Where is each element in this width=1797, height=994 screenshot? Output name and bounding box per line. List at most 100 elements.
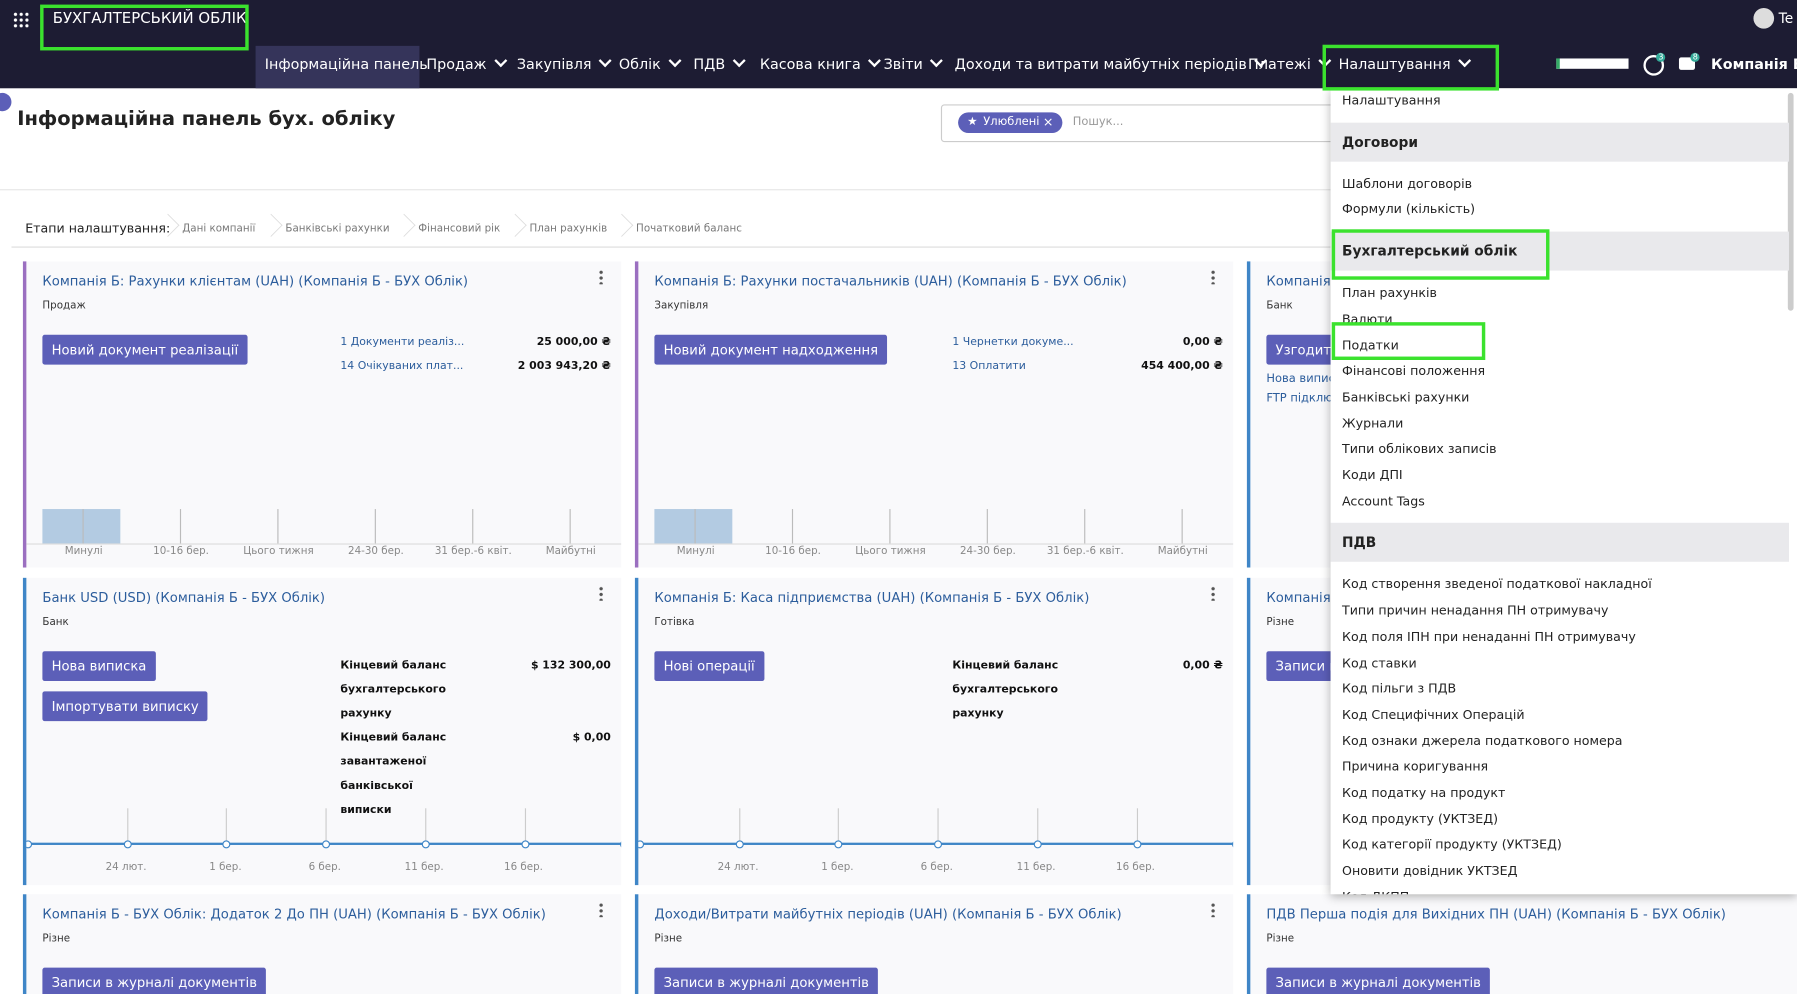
menu-item[interactable]: Звіти bbox=[884, 54, 946, 72]
chart-dot bbox=[222, 840, 231, 849]
menu-item[interactable]: Налаштування bbox=[1339, 54, 1474, 72]
setup-step[interactable]: Дані компанії bbox=[182, 223, 256, 236]
dropdown-item[interactable]: Код продукту (УКТЗЕД) bbox=[1342, 811, 1499, 827]
card-menu[interactable] bbox=[599, 902, 603, 918]
chart-dot bbox=[834, 840, 843, 849]
dropdown-item[interactable]: Формули (кількість) bbox=[1342, 202, 1476, 218]
line-label[interactable]: 1 Документи реаліз... bbox=[340, 335, 465, 349]
chart-dot bbox=[620, 840, 622, 849]
dropdown-item[interactable]: Оновити довідник УКТЗЕД bbox=[1342, 863, 1518, 879]
dropdown-item[interactable]: План рахунків bbox=[1342, 285, 1437, 301]
card-title[interactable]: Компанія Б - БУХ Облік: Додаток 2 До ПН … bbox=[42, 905, 546, 922]
menu-item[interactable]: Облік bbox=[619, 54, 684, 72]
card-note[interactable]: Нова виписка bbox=[1266, 372, 1349, 386]
menu-item[interactable]: Платежі bbox=[1248, 54, 1334, 72]
app-name: БУХГАЛТЕРСЬКИЙ ОБЛІК bbox=[52, 10, 247, 28]
chart-gridline bbox=[325, 808, 327, 844]
setup-step[interactable]: Банківські рахунки bbox=[285, 223, 390, 236]
card-title[interactable]: Доходи/Витрати майбутніх періодів (UAH) … bbox=[654, 905, 1122, 922]
dropdown-item[interactable]: Код податку на продукт bbox=[1342, 785, 1506, 801]
dropdown-item[interactable]: Причина коригування bbox=[1342, 759, 1489, 775]
balance-label: Кінцевий баланс завантаженої банківської… bbox=[340, 731, 447, 817]
dropdown-item[interactable]: Account Tags bbox=[1342, 493, 1425, 509]
chart-bar bbox=[42, 509, 121, 544]
dropdown-item[interactable]: Типи причин ненадання ПН отримувачу bbox=[1342, 603, 1609, 619]
chart-label: 6 бер. bbox=[308, 862, 341, 874]
card-title[interactable]: ПДВ Перша подія для Вихідних ПН (UAH) (К… bbox=[1266, 905, 1726, 922]
card-menu[interactable] bbox=[599, 269, 603, 285]
menu-item[interactable]: Продаж bbox=[426, 54, 509, 72]
card-title[interactable]: Компанія Б: Рахунки постачальників (UAH)… bbox=[654, 272, 1127, 289]
card-button[interactable]: Імпортувати виписку bbox=[42, 691, 208, 722]
chart-label: 1 бер. bbox=[821, 862, 854, 874]
dashboard-card: Компанія Б: Рахунки клієнтам (UAH) (Комп… bbox=[22, 261, 622, 568]
dropdown-item[interactable]: Код поля ІПН при ненаданні ПН отримувачу bbox=[1342, 629, 1636, 645]
chart-gridline bbox=[1036, 808, 1039, 844]
company-switch[interactable]: Компанія Б - bbox=[1711, 55, 1797, 73]
facet[interactable]: Улюблені bbox=[958, 112, 1063, 133]
card-button[interactable]: Новий документ надходження bbox=[654, 334, 888, 365]
setup-step[interactable]: Початковий баланс bbox=[636, 223, 742, 236]
dropdown-item[interactable]: Код створення зведеної податкової наклад… bbox=[1342, 577, 1652, 593]
line-label[interactable]: 14 Очікуваних плат... bbox=[340, 360, 464, 373]
facet-remove[interactable]: × bbox=[1042, 114, 1054, 130]
dropdown-item[interactable]: Шаблони договорів bbox=[1342, 176, 1473, 192]
card-title[interactable]: Компанія bbox=[1266, 272, 1331, 289]
chevron bbox=[732, 54, 746, 68]
dropdown-item[interactable]: Банківські рахунки bbox=[1342, 389, 1470, 405]
apps-icon[interactable] bbox=[12, 11, 29, 28]
menu-item[interactable]: Касова книга bbox=[760, 54, 884, 72]
card-menu[interactable] bbox=[1211, 902, 1215, 918]
card-title[interactable]: Компанія Б: Рахунки клієнтам (UAH) (Комп… bbox=[42, 272, 469, 289]
chart-gridline bbox=[569, 509, 571, 544]
card-title[interactable]: Банк USD (USD) (Компанія Б - БУХ Облік) bbox=[42, 589, 326, 606]
sidebar-toggle[interactable] bbox=[0, 92, 12, 112]
dropdown-item[interactable]: Код ДКПП bbox=[1342, 889, 1409, 894]
user: Te bbox=[1778, 10, 1794, 27]
card-button[interactable]: Записи в журналі документів bbox=[42, 967, 267, 994]
dropdown-item[interactable]: Код ознаки джерела податкового номера bbox=[1342, 733, 1623, 749]
line-label[interactable]: 13 Оплатити bbox=[952, 360, 1026, 373]
dropdown-item[interactable]: Фінансові положення bbox=[1342, 363, 1486, 379]
chart-label: 31 бер.-6 квіт. bbox=[1046, 545, 1124, 558]
line-label[interactable]: 1 Чернетки докуме... bbox=[952, 335, 1074, 349]
notif-count: 3 bbox=[1656, 52, 1666, 62]
search-placeholder[interactable]: Пошук... bbox=[1072, 115, 1124, 129]
card-title[interactable]: Компанія bbox=[1266, 589, 1331, 606]
card-menu[interactable] bbox=[1211, 269, 1215, 285]
card-button[interactable]: Записи в журналі документів bbox=[1266, 967, 1491, 994]
dropdown-item[interactable]: Коди ДПІ bbox=[1342, 467, 1403, 483]
chart-bar bbox=[654, 509, 733, 544]
avatar[interactable] bbox=[1753, 8, 1775, 29]
dropdown-item[interactable]: Код категорії продукту (УКТЗЕД) bbox=[1342, 837, 1562, 853]
card-menu[interactable] bbox=[599, 585, 603, 601]
chart-baseline bbox=[638, 543, 1234, 545]
card-title[interactable]: Компанія Б: Каса підприємства (UAH) (Ком… bbox=[654, 589, 1090, 606]
dropdown-item[interactable]: Типи облікових записів bbox=[1342, 441, 1497, 457]
chart-label: 1 бер. bbox=[209, 862, 242, 874]
setup-step[interactable]: План рахунків bbox=[529, 223, 608, 236]
dropdown-item[interactable]: Код Специфічних Операцій bbox=[1342, 707, 1525, 723]
highlight-box bbox=[1322, 44, 1500, 91]
menu-item[interactable]: Доходи та витрати майбутніх періодів bbox=[955, 54, 1270, 72]
card-kind: Готівка bbox=[654, 616, 695, 629]
card-button[interactable]: Новий документ реалізації bbox=[42, 334, 248, 365]
dropdown-item[interactable]: Код пільги з ПДВ bbox=[1342, 681, 1457, 697]
highlight-box bbox=[40, 4, 249, 51]
menu-item[interactable]: Закупівля bbox=[517, 54, 615, 72]
dropdown-item[interactable]: Налаштування bbox=[1342, 92, 1441, 108]
card-kind: Різне bbox=[654, 933, 683, 945]
dropdown-item[interactable]: Журнали bbox=[1342, 415, 1404, 431]
card-button[interactable]: Нові операції bbox=[654, 651, 764, 682]
menu-item[interactable]: ПДВ bbox=[693, 54, 748, 72]
setup-step[interactable]: Фінансовий рік bbox=[418, 223, 501, 236]
card-menu[interactable] bbox=[1211, 585, 1215, 601]
card-button[interactable]: Записи в журналі документів bbox=[654, 967, 879, 994]
chart-gridline bbox=[889, 509, 891, 544]
menu-item[interactable]: Інформаційна панель bbox=[265, 55, 428, 72]
chart-label: 24 лют. bbox=[105, 862, 147, 874]
dropdown-item[interactable]: Код ставки bbox=[1342, 655, 1417, 671]
activity-icon[interactable] bbox=[1643, 55, 1665, 76]
dropdown-item[interactable]: Податки bbox=[1342, 337, 1399, 353]
card-button[interactable]: Нова виписка bbox=[42, 651, 156, 682]
